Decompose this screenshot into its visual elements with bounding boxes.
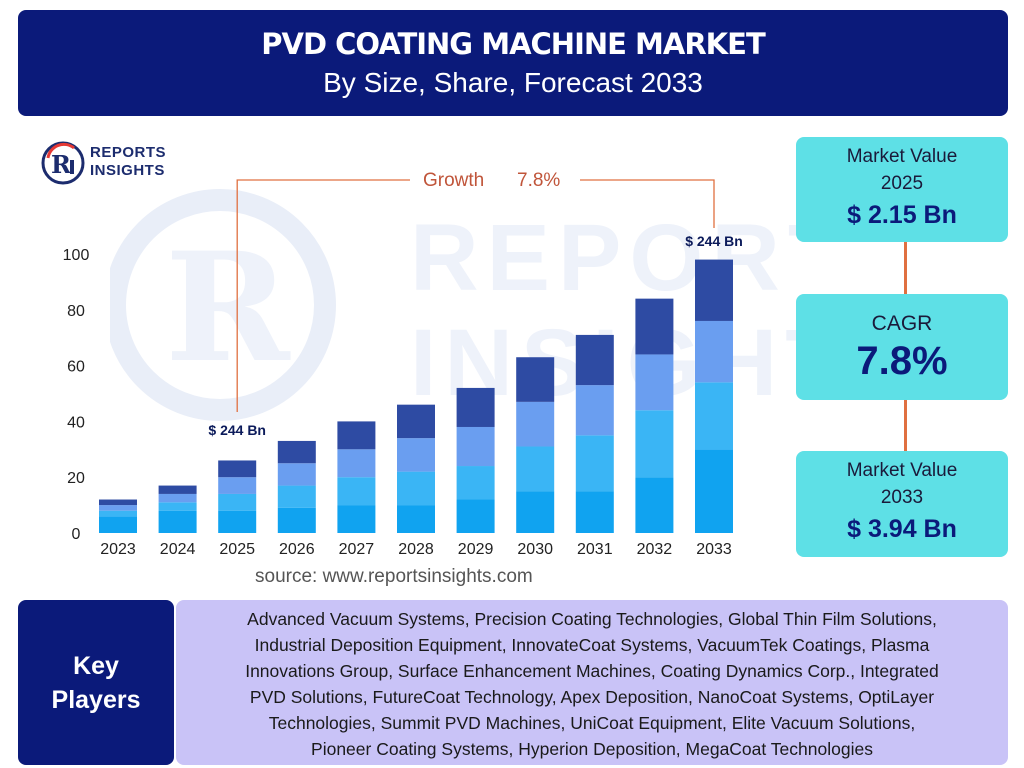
bar-segment xyxy=(397,404,435,439)
logo-emblem-icon: R xyxy=(41,141,85,185)
bar-segment xyxy=(695,259,733,321)
y-tick-label: 0 xyxy=(72,526,81,543)
growth-bracket-line xyxy=(580,179,715,228)
bar-segment xyxy=(158,510,197,533)
bar-segment xyxy=(397,438,435,472)
key-players-line: Technologies, Summit PVD Machines, UniCo… xyxy=(268,713,916,733)
bar-segment xyxy=(635,354,674,411)
bar-segment xyxy=(575,435,614,492)
bar-segment xyxy=(516,357,555,402)
bar-segment xyxy=(456,426,495,467)
y-tick-label: 100 xyxy=(63,247,90,264)
growth-label: Growth xyxy=(423,170,484,191)
logo-text-line1: REPORTS xyxy=(90,144,167,161)
y-tick-label: 20 xyxy=(67,470,85,487)
bar-segment xyxy=(516,446,555,492)
bar-segment xyxy=(218,460,257,478)
cagr-value: 7.8% xyxy=(856,339,948,383)
key-players-list: Advanced Vacuum Systems, Precision Coati… xyxy=(176,600,1008,765)
bar-segment xyxy=(277,440,316,464)
x-tick-label: 2026 xyxy=(279,541,315,558)
bar-segment xyxy=(575,334,614,386)
bar-segment xyxy=(337,477,376,506)
x-tick-label: 2023 xyxy=(100,541,136,558)
bar-segment xyxy=(695,320,733,383)
bar-segment xyxy=(218,477,257,494)
bar-segment xyxy=(99,516,137,533)
bar-segment xyxy=(635,477,674,533)
connector-line xyxy=(904,242,907,294)
y-tick-label: 60 xyxy=(67,359,85,376)
y-tick-label: 40 xyxy=(67,414,85,431)
y-tick-label: 80 xyxy=(67,303,85,320)
bar-segment xyxy=(99,510,137,517)
bar-segment xyxy=(695,382,733,450)
market-value-2025-card: Market Value 2025 $ 2.15 Bn xyxy=(796,137,1008,242)
market-value-2025-label: Market Value 2025 xyxy=(846,146,958,194)
cagr-card: CAGR 7.8% xyxy=(796,294,1008,400)
x-tick-label: 2032 xyxy=(637,541,673,558)
bar-segment xyxy=(397,471,435,506)
page-subtitle: By Size, Share, Forecast 2033 xyxy=(323,67,703,98)
bar-segment xyxy=(516,401,555,447)
page-title: PVD COATING MACHINE MARKET xyxy=(261,27,765,61)
key-players-line: Innovations Group, Surface Enhancement M… xyxy=(245,661,939,681)
logo-text-line2: INSIGHTS xyxy=(90,162,165,179)
bar-segment xyxy=(277,485,316,508)
bar-segment xyxy=(456,499,495,533)
growth-value: 7.8% xyxy=(517,170,560,191)
bar-segment xyxy=(337,421,376,450)
bar-segment xyxy=(635,298,674,355)
x-tick-label: 2030 xyxy=(517,541,553,558)
cagr-label: CAGR xyxy=(871,312,933,335)
bar-segment xyxy=(99,505,137,511)
bar-segment xyxy=(99,499,137,506)
bar-segment xyxy=(635,410,674,478)
bar-segment xyxy=(575,491,614,533)
connector-line xyxy=(904,400,907,451)
bar-segment xyxy=(456,466,495,500)
bar-segment xyxy=(337,505,376,533)
x-tick-label: 2024 xyxy=(160,541,196,558)
bar-segment xyxy=(158,493,197,503)
key-players-label-line1: Key xyxy=(73,651,119,680)
growth-bracket-line xyxy=(236,179,410,412)
chart-source: source: www.reportsinsights.com xyxy=(255,566,533,587)
key-players-label: Key Players xyxy=(18,600,174,765)
bar-segment xyxy=(218,510,257,533)
key-players-line: Pioneer Coating Systems, Hyperion Deposi… xyxy=(311,739,873,759)
start-value-label: $ 244 Bn xyxy=(208,422,266,438)
brand-logo: R REPORTS INSIGHTS xyxy=(40,140,200,186)
market-value-2033-card: Market Value 2033 $ 3.94 Bn xyxy=(796,451,1008,557)
key-players-label-line2: Players xyxy=(51,685,141,714)
bar-segment xyxy=(337,449,376,478)
end-value-label: $ 244 Bn xyxy=(685,233,743,249)
header-banner: PVD COATING MACHINE MARKET By Size, Shar… xyxy=(18,10,1008,116)
key-players-line: Industrial Deposition Equipment, Innovat… xyxy=(254,635,930,655)
market-value-2033-value: $ 3.94 Bn xyxy=(847,515,957,543)
bar-segment xyxy=(277,463,316,486)
bar-segment xyxy=(695,449,733,533)
bar-segment xyxy=(575,385,614,436)
x-tick-label: 2033 xyxy=(696,541,732,558)
x-tick-label: 2031 xyxy=(577,541,613,558)
bar-segment xyxy=(158,502,197,511)
bar-segment xyxy=(456,387,495,427)
bar-segment xyxy=(277,507,316,533)
x-tick-label: 2028 xyxy=(398,541,434,558)
bar-chart: 0 20 40 60 80 100 2023 2024 2025 2026 2027 2028 2029… xyxy=(63,170,743,558)
bar-segment xyxy=(516,491,555,533)
key-players-line: Advanced Vacuum Systems, Precision Coati… xyxy=(247,609,937,629)
svg-text:R: R xyxy=(51,150,72,179)
market-value-2033-label: Market Value 2033 xyxy=(846,460,958,508)
bar-segment xyxy=(218,493,257,511)
x-tick-label: 2025 xyxy=(219,541,255,558)
bar-segment xyxy=(158,485,197,494)
x-tick-label: 2029 xyxy=(458,541,494,558)
market-value-2025-value: $ 2.15 Bn xyxy=(847,201,957,229)
x-tick-label: 2027 xyxy=(339,541,375,558)
key-players-line: PVD Solutions, FutureCoat Technology, Ap… xyxy=(249,687,935,707)
bar-segment xyxy=(397,505,435,533)
